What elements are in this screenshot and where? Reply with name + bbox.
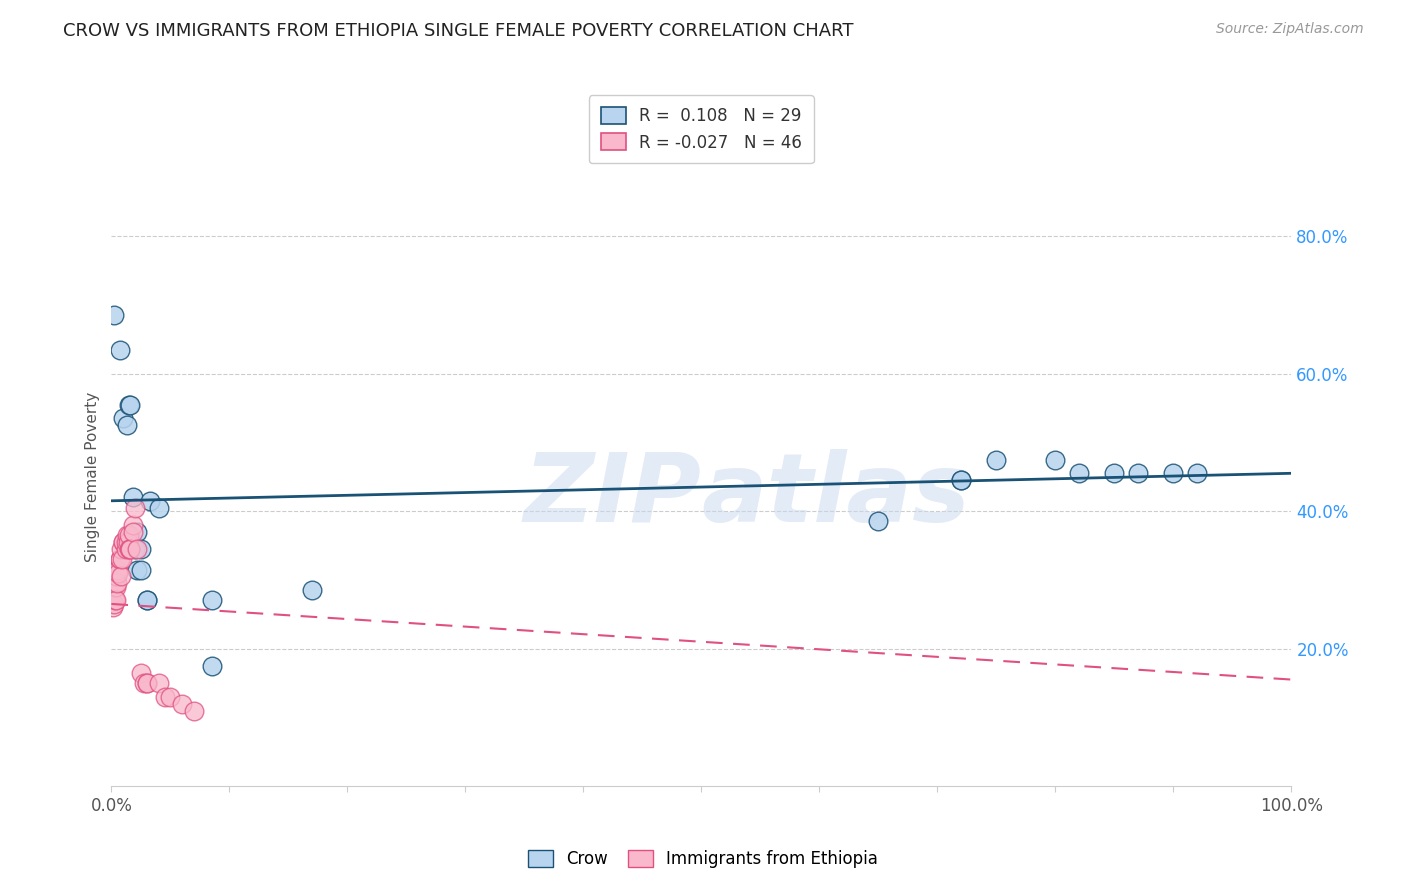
Point xyxy=(183,704,205,718)
Point xyxy=(104,569,127,583)
Point xyxy=(127,563,149,577)
Legend: Crow, Immigrants from Ethiopia: Crow, Immigrants from Ethiopia xyxy=(522,843,884,875)
Point xyxy=(114,541,136,556)
Point xyxy=(101,580,124,594)
Point xyxy=(104,576,127,591)
Point xyxy=(153,690,176,704)
Point xyxy=(120,398,142,412)
Point xyxy=(121,517,143,532)
Point xyxy=(114,535,136,549)
Point xyxy=(1126,467,1149,481)
Point xyxy=(105,580,128,594)
Point xyxy=(107,566,129,580)
Point xyxy=(101,566,124,580)
Point xyxy=(868,515,890,529)
Point xyxy=(121,491,143,505)
Point xyxy=(148,676,170,690)
Point xyxy=(201,593,224,607)
Point xyxy=(103,573,125,587)
Point xyxy=(115,418,138,433)
Point xyxy=(105,563,128,577)
Text: ZIP: ZIP xyxy=(523,449,702,541)
Point xyxy=(101,600,124,615)
Point xyxy=(104,576,127,591)
Point xyxy=(120,541,142,556)
Point xyxy=(105,576,128,591)
Point xyxy=(127,524,149,539)
Point xyxy=(135,593,157,607)
Point xyxy=(107,563,129,577)
Point xyxy=(104,593,127,607)
Point xyxy=(1163,467,1185,481)
Legend: R =  0.108   N = 29, R = -0.027   N = 46: R = 0.108 N = 29, R = -0.027 N = 46 xyxy=(589,95,814,163)
Point xyxy=(134,676,156,690)
Point xyxy=(950,473,973,487)
Point xyxy=(159,690,181,704)
Point xyxy=(118,398,141,412)
Y-axis label: Single Female Poverty: Single Female Poverty xyxy=(86,392,100,562)
Point xyxy=(148,500,170,515)
Point xyxy=(129,563,152,577)
Text: atlas: atlas xyxy=(702,449,970,541)
Point xyxy=(105,563,128,577)
Point xyxy=(124,500,146,515)
Point xyxy=(1067,467,1090,481)
Point xyxy=(112,535,135,549)
Point xyxy=(986,452,1008,467)
Point xyxy=(103,308,125,322)
Point xyxy=(139,493,162,508)
Point xyxy=(105,593,128,607)
Point xyxy=(950,473,973,487)
Text: CROW VS IMMIGRANTS FROM ETHIOPIA SINGLE FEMALE POVERTY CORRELATION CHART: CROW VS IMMIGRANTS FROM ETHIOPIA SINGLE … xyxy=(63,22,853,40)
Point xyxy=(110,541,132,556)
Point xyxy=(1185,467,1208,481)
Text: Source: ZipAtlas.com: Source: ZipAtlas.com xyxy=(1216,22,1364,37)
Point xyxy=(108,552,131,566)
Point xyxy=(117,535,139,549)
Point xyxy=(118,528,141,542)
Point xyxy=(1045,452,1067,467)
Point xyxy=(135,593,157,607)
Point xyxy=(108,552,131,566)
Point xyxy=(105,569,128,583)
Point xyxy=(118,541,141,556)
Point xyxy=(121,524,143,539)
Point xyxy=(301,583,323,598)
Point xyxy=(129,665,152,680)
Point xyxy=(103,597,125,611)
Point xyxy=(120,541,142,556)
Point xyxy=(111,552,134,566)
Point xyxy=(115,528,138,542)
Point xyxy=(172,697,194,711)
Point xyxy=(129,541,152,556)
Point xyxy=(108,343,131,357)
Point xyxy=(112,535,135,549)
Point xyxy=(124,541,146,556)
Point xyxy=(201,658,224,673)
Point xyxy=(135,676,157,690)
Point xyxy=(103,580,125,594)
Point xyxy=(127,541,149,556)
Point xyxy=(112,411,135,425)
Point xyxy=(110,569,132,583)
Point xyxy=(135,676,157,690)
Point xyxy=(1104,467,1126,481)
